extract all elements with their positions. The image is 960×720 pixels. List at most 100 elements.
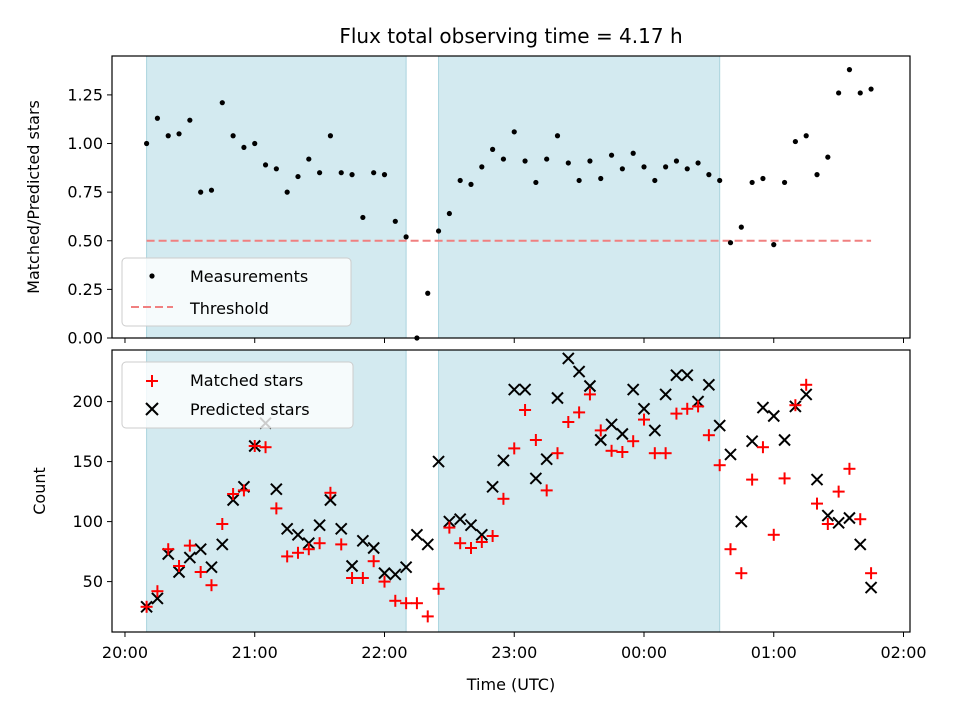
predicted-stars-point (486, 480, 499, 494)
matched-stars-point (497, 492, 510, 505)
predicted-stars-point (843, 511, 856, 525)
matched-stars-point (756, 441, 769, 454)
measurement-point (792, 138, 798, 145)
top-panel-y-ticks: 0.00 0.25 0.50 0.75 1.00 1.25 (67, 85, 112, 348)
measurement-point (673, 158, 680, 164)
measurement-point (360, 214, 366, 221)
measurement-point (295, 173, 301, 180)
predicted-stars-stroke (205, 560, 218, 574)
matched-stars-point (486, 530, 499, 542)
measurement-point (576, 177, 582, 184)
matched-stars-point (173, 560, 186, 572)
y-tick-label: 200 (72, 392, 103, 411)
y-tick-label: 0.75 (67, 183, 103, 202)
measurement-point (544, 156, 550, 162)
measurement-point (846, 67, 853, 73)
matched-stars-point (378, 575, 391, 588)
matched-stars-point (627, 435, 640, 448)
measurement-point (425, 290, 431, 296)
measurement-point (630, 150, 636, 156)
predicted-stars-stroke (324, 493, 337, 507)
matched-stars-point (594, 424, 607, 437)
predicted-stars-stroke (183, 551, 197, 564)
matched-stars-point (259, 441, 272, 454)
predicted-stars-point (562, 352, 575, 365)
matched-stars-point (811, 497, 824, 510)
predicted-stars-stroke (194, 542, 207, 556)
predicted-stars-point (583, 379, 597, 393)
measurement-point (338, 170, 344, 176)
predicted-stars-point (832, 516, 845, 530)
matched-stars-point (151, 585, 164, 598)
bottom-legend-box (121, 361, 354, 429)
measurement-point (619, 166, 625, 172)
predicted-stars-stroke (529, 472, 543, 485)
predicted-stars-stroke (724, 448, 737, 461)
predicted-stars-stroke (832, 516, 845, 530)
predicted-stars-stroke (659, 388, 672, 401)
x-tick-label: 20:00 (102, 643, 148, 662)
measurement-point (241, 144, 247, 151)
measurement-point (262, 162, 269, 168)
predicted-stars-point (551, 391, 564, 405)
predicted-stars-stroke (389, 568, 402, 581)
predicted-legend-label: Predicted stars (190, 400, 310, 419)
measurement-point (781, 179, 788, 186)
measurement-point (803, 133, 809, 139)
predicted-stars-point (453, 512, 467, 526)
measurement-point (273, 166, 279, 172)
predicted-stars-stroke (399, 560, 413, 574)
predicted-stars-stroke (280, 522, 294, 536)
predicted-stars-point (702, 378, 716, 392)
x-tick-label: 01:00 (751, 643, 797, 662)
predicted-stars-point (151, 592, 164, 605)
predicted-stars-point (432, 455, 445, 468)
observing-interval-2 (438, 55, 721, 339)
measurement-point (533, 179, 539, 186)
predicted-stars-point (378, 566, 391, 580)
matched-stars-point (551, 447, 564, 460)
measurement-point (608, 152, 615, 158)
predicted-stars-stroke (464, 518, 478, 532)
predicted-stars-stroke (626, 383, 640, 396)
predicted-stars-point (594, 433, 607, 447)
measurement-point (371, 170, 377, 176)
matched-stars-point (529, 434, 542, 446)
matched-stars-point (638, 413, 650, 426)
predicted-stars-point (745, 434, 759, 448)
top-panel-y-axis-label: Matched/Predicted stars (24, 100, 43, 294)
predicted-stars-stroke (551, 391, 564, 405)
predicted-stars-stroke (313, 518, 326, 532)
measurement-point (663, 164, 669, 170)
predicted-stars-stroke (843, 511, 856, 525)
matched-stars-point (789, 399, 802, 412)
measurement-point (392, 218, 398, 224)
predicted-stars-stroke (367, 541, 380, 555)
predicted-stars-point (280, 522, 294, 536)
matched-stars-point (648, 447, 661, 460)
matched-stars-point (573, 406, 586, 419)
measurement-point (652, 177, 658, 184)
top-panel-x-ticks (124, 338, 905, 343)
predicted-stars-point (735, 515, 748, 528)
predicted-stars-point (529, 472, 543, 485)
measurement-point (327, 133, 334, 139)
matched-stars-point (313, 537, 326, 550)
matched-stars-point (346, 572, 359, 584)
predicted-stars-point (464, 518, 478, 532)
predicted-stars-stroke (518, 383, 532, 396)
measurement-point (165, 133, 171, 139)
bottom-panel: 50 100 150 200 20:00 21:00 22:00 23:00 00:00 01:… (30, 349, 927, 694)
predicted-stars-stroke (670, 368, 683, 382)
matched-stars-points (140, 378, 878, 623)
predicted-stars-point (778, 433, 791, 447)
matched-stars-point (605, 444, 618, 457)
predicted-stars-point (291, 528, 305, 542)
predicted-stars-point (216, 538, 229, 551)
matched-stars-point (162, 543, 175, 556)
top-legend: Measurements Threshold (121, 257, 352, 327)
measurement-point (706, 172, 712, 178)
measurement-point (684, 166, 690, 172)
matched-stars-point (216, 518, 229, 530)
